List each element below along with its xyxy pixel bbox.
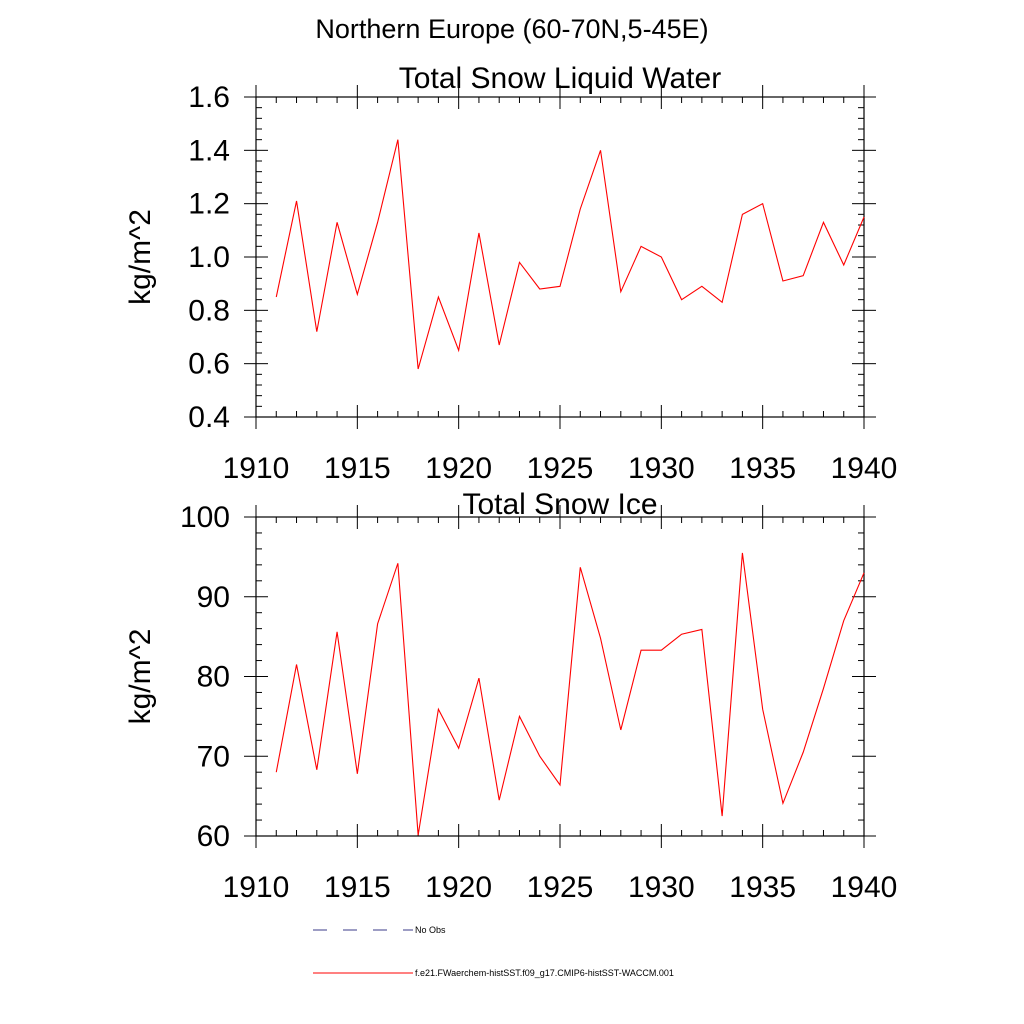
x-tick-label: 1925 <box>527 871 594 904</box>
legend: No Obs f.e21.FWaerchem-histSST.f09_g17.CM… <box>313 925 674 978</box>
y-tick-label: 1.6 <box>188 81 230 114</box>
y-axis-label: kg/m^2 <box>124 629 157 725</box>
x-tick-label: 1915 <box>324 452 391 485</box>
y-tick-label: 100 <box>180 501 230 534</box>
legend-label-no-obs: No Obs <box>415 925 446 935</box>
x-tick-label: 1930 <box>628 452 695 485</box>
x-tick-label: 1940 <box>831 452 898 485</box>
y-tick-label: 1.2 <box>188 188 230 221</box>
page-title: Northern Europe (60-70N,5-45E) <box>315 14 709 44</box>
y-tick-label: 60 <box>197 820 230 853</box>
x-tick-label: 1935 <box>729 871 796 904</box>
series-line-1 <box>275 552 865 836</box>
series-line-1 <box>275 139 865 370</box>
plot-frame <box>255 516 865 837</box>
y-tick-label: 1.4 <box>188 134 230 167</box>
x-tick-label: 1920 <box>425 871 492 904</box>
y-axis-label: kg/m^2 <box>124 209 157 305</box>
y-tick-label: 0.6 <box>188 348 230 381</box>
x-tick-label: 1910 <box>223 452 290 485</box>
x-tick-label: 1935 <box>729 452 796 485</box>
y-tick-label: 0.4 <box>188 401 230 434</box>
y-tick-label: 0.8 <box>188 294 230 327</box>
x-tick-label: 1910 <box>223 871 290 904</box>
chart-panel-1: Total Snow Liquid Water0.40.60.81.01.21.… <box>124 62 897 485</box>
y-tick-label: 1.0 <box>188 241 230 274</box>
x-tick-label: 1940 <box>831 871 898 904</box>
x-tick-label: 1930 <box>628 871 695 904</box>
legend-label-model: f.e21.FWaerchem-histSST.f09_g17.CMIP6-hi… <box>415 968 674 978</box>
y-tick-label: 80 <box>197 661 230 694</box>
x-tick-label: 1925 <box>527 452 594 485</box>
x-tick-label: 1915 <box>324 871 391 904</box>
x-tick-label: 1920 <box>425 452 492 485</box>
y-tick-label: 90 <box>197 581 230 614</box>
y-tick-label: 70 <box>197 740 230 773</box>
